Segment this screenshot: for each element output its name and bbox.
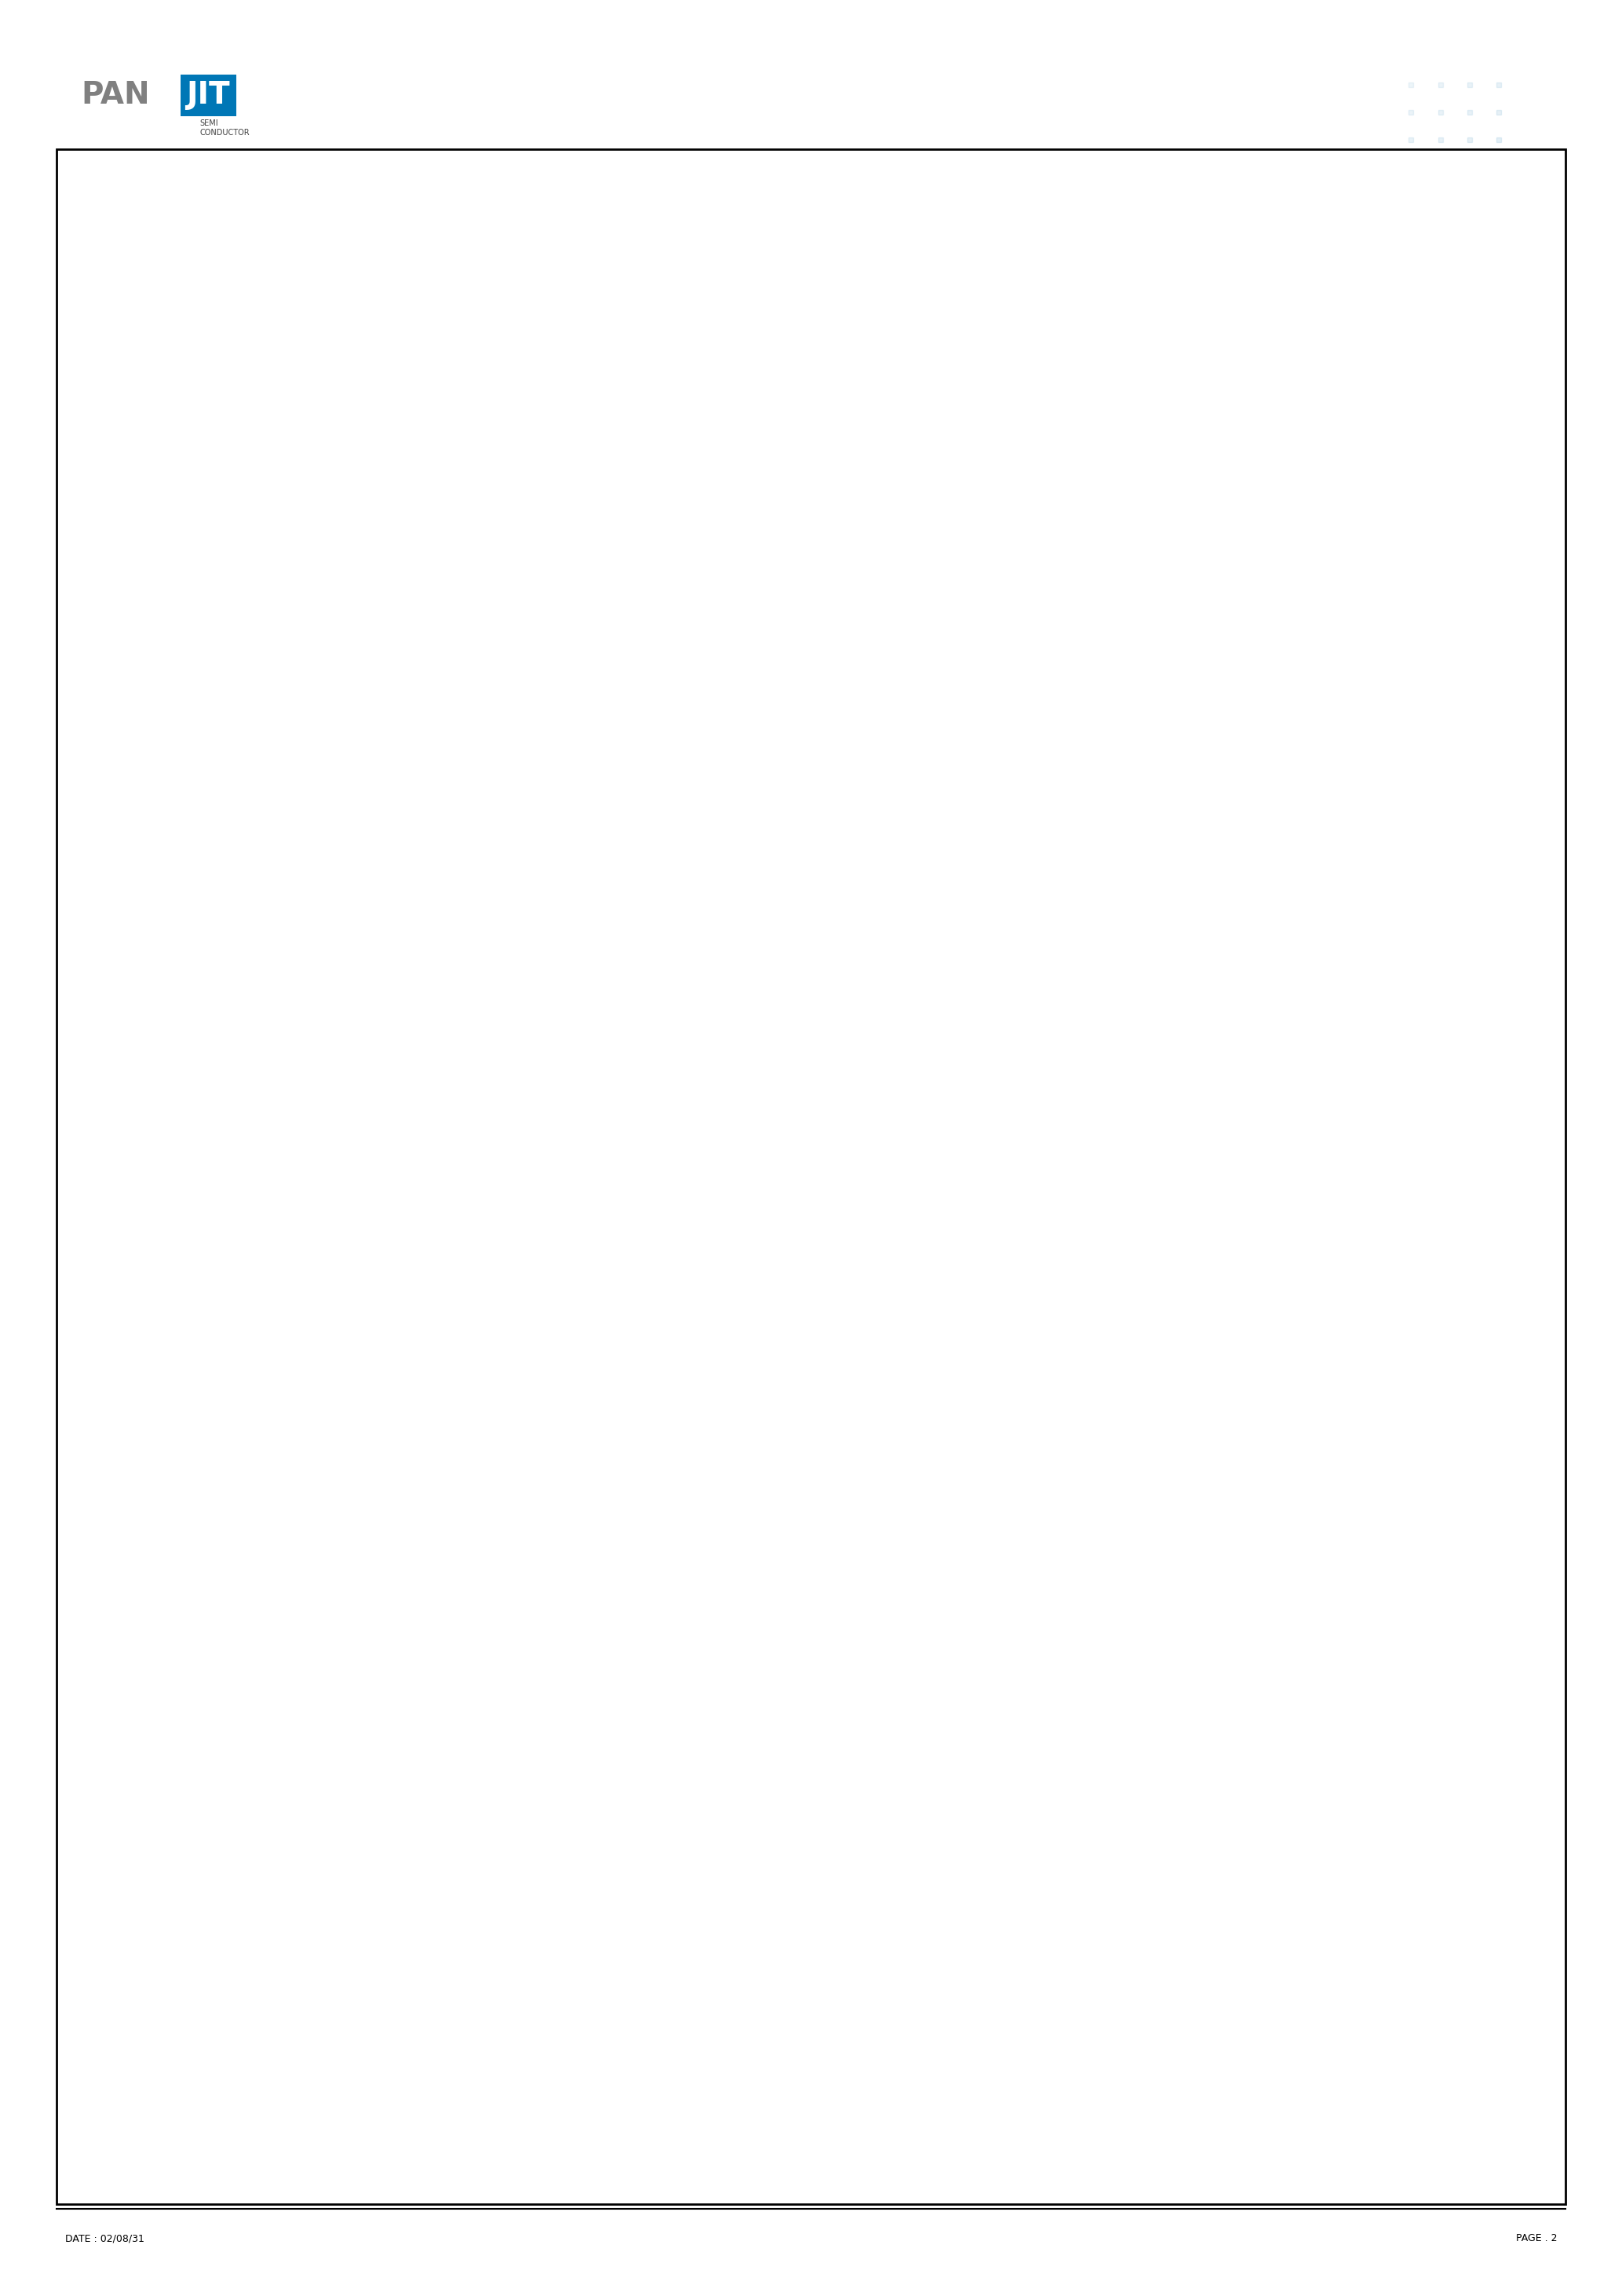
Text: PAGE . 2: PAGE . 2 <box>1517 2234 1557 2243</box>
Text: Tⱼ = 25°C: Tⱼ = 25°C <box>646 1621 688 1630</box>
Y-axis label: INSTANTANEOUS FORWARD CURRENT: INSTANTANEOUS FORWARD CURRENT <box>861 496 868 641</box>
Y-axis label: INSTANTANEOUS REVERSE CURRENT, MILAMPERES: INSTANTANEOUS REVERSE CURRENT, MILAMPERE… <box>110 1075 117 1256</box>
Text: Tⱼ = 75°C: Tⱼ = 75°C <box>370 1079 406 1086</box>
Text: 8.3ms Single
Half Since-Wave
JEDEC Method: 8.3ms Single Half Since-Wave JEDEC Metho… <box>1132 996 1194 1022</box>
Text: SEMI
CONDUCTOR: SEMI CONDUCTOR <box>200 119 250 135</box>
X-axis label: PERCENT OF PEAK REVERSE VOLTAGE: PERCENT OF PEAK REVERSE VOLTAGE <box>355 1433 521 1440</box>
Text: 40: 40 <box>887 312 897 319</box>
Text: Tⱼ = 25°C: Tⱼ = 25°C <box>428 1233 464 1242</box>
Text: Fig.4- MAXIMUM NON-REPETITIVE SURGE CURRENT: Fig.4- MAXIMUM NON-REPETITIVE SURGE CURR… <box>1067 1428 1317 1435</box>
Text: Fig.2- TYPICAL INSTANTANEOUS FORWARD
CHARACTERISTIC: Fig.2- TYPICAL INSTANTANEOUS FORWARD CHA… <box>1087 831 1298 847</box>
Text: 20,30,40V: 20,30,40V <box>1015 496 1054 503</box>
Text: JIT: JIT <box>187 80 230 110</box>
Text: Fig.5- TYPICAL JUNCTION CAPACITANCE: Fig.5- TYPICAL JUNCTION CAPACITANCE <box>715 2048 907 2055</box>
Text: PAN: PAN <box>81 80 149 110</box>
Text: Fig.1- FORWARD CURRENT DERATING CURVE: Fig.1- FORWARD CURRENT DERATING CURVE <box>329 831 547 838</box>
Y-axis label: CAPACITANCE, pF: CAPACITANCE, pF <box>453 1740 461 1818</box>
X-axis label: CASE TEMPERATURE, °C: CASE TEMPERATURE, °C <box>386 833 490 843</box>
Text: DATE : 02/08/31: DATE : 02/08/31 <box>65 2234 144 2243</box>
X-axis label: REVERSE VOLTAGE, VOLTS: REVERSE VOLTAGE, VOLTS <box>738 2053 852 2060</box>
X-axis label: NO. OF CYCLE AT 60HZ: NO. OF CYCLE AT 60HZ <box>1150 1433 1251 1440</box>
Text: 50,60V: 50,60V <box>1085 528 1113 537</box>
Text: 80,100V: 80,100V <box>1156 572 1187 579</box>
X-axis label: INSTANTANEOUS FORWARD VOLTAGE, VOLTS: INSTANTANEOUS FORWARD VOLTAGE, VOLTS <box>1103 836 1298 843</box>
Y-axis label: PEAK  FORWARD  SURGE  CURRENT,: PEAK FORWARD SURGE CURRENT, <box>858 1095 866 1235</box>
Text: Tⱼ = 100°C: Tⱼ = 100°C <box>331 948 371 957</box>
Text: RATING AND CHARACTERISTIC CURVES: RATING AND CHARACTERISTIC CURVES <box>621 218 1001 234</box>
Y-axis label: AVERAGE  FORWARD  CURRENT: AVERAGE FORWARD CURRENT <box>118 507 125 629</box>
Text: Tⱼ = 25°C
Pulse Width = 300μs
1% Duty Cycle: Tⱼ = 25°C Pulse Width = 300μs 1% Duty Cy… <box>1174 742 1254 767</box>
Text: Fig.3- TYPICAL REVERSE CHARACTERISTIC: Fig.3- TYPICAL REVERSE CHARACTERISTIC <box>336 1428 540 1435</box>
